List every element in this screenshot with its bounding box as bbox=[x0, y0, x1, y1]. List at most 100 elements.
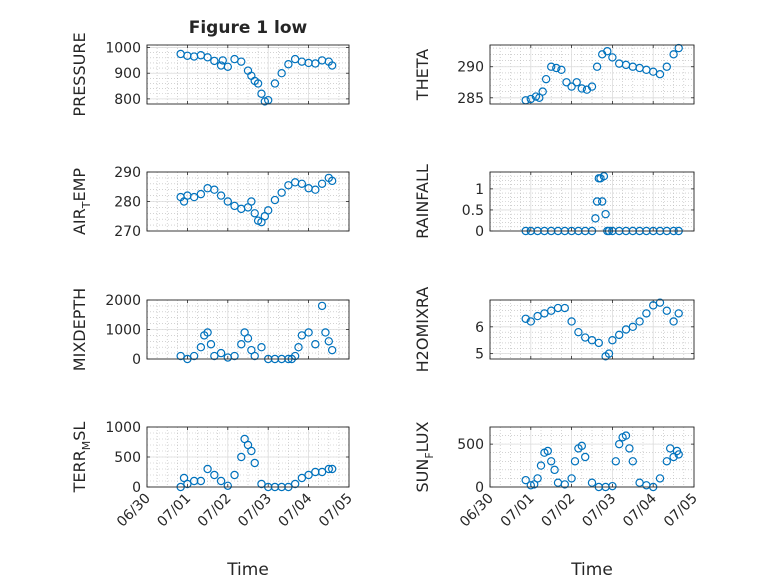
data-point bbox=[250, 209, 259, 218]
y-tick-label: 290 bbox=[457, 60, 484, 76]
data-point bbox=[615, 330, 624, 340]
data-point bbox=[230, 351, 239, 361]
data-point bbox=[543, 446, 553, 456]
data-point bbox=[567, 474, 576, 483]
data-point bbox=[223, 197, 232, 206]
y-tick-label: 1000 bbox=[105, 41, 141, 57]
figure-title: Figure 1 low bbox=[189, 18, 308, 38]
data-point bbox=[250, 458, 259, 468]
data-point bbox=[189, 351, 199, 361]
y-axis-label: RAINFALL bbox=[413, 164, 432, 239]
x-tick-label: 07/02 bbox=[195, 491, 235, 531]
data-point bbox=[601, 209, 610, 219]
data-point bbox=[674, 309, 683, 318]
y-tick-label: 0 bbox=[132, 352, 141, 368]
x-tick-label: 07/04 bbox=[620, 490, 660, 530]
data-point bbox=[210, 351, 219, 361]
data-point bbox=[536, 461, 546, 470]
data-point bbox=[324, 464, 333, 474]
data-point bbox=[284, 60, 293, 69]
data-point bbox=[290, 351, 300, 361]
data-point bbox=[591, 214, 600, 223]
axes-box bbox=[146, 44, 350, 105]
y-tick-label: 5 bbox=[475, 347, 484, 363]
y-tick-label: 900 bbox=[114, 66, 141, 82]
data-point bbox=[547, 62, 556, 71]
data-point bbox=[621, 431, 631, 440]
data-point bbox=[604, 349, 614, 358]
data-point bbox=[608, 481, 617, 491]
data-point bbox=[317, 179, 327, 188]
data-point bbox=[625, 444, 634, 453]
y-axis-label: PRESSURE bbox=[70, 32, 89, 116]
data-point bbox=[635, 317, 644, 326]
data-point bbox=[628, 322, 638, 332]
data-point bbox=[311, 185, 320, 194]
y-axis-label: THETA bbox=[413, 49, 432, 101]
data-point bbox=[317, 301, 327, 311]
y-axis-label: TERRMSL bbox=[70, 422, 93, 494]
y-tick-label: 270 bbox=[114, 224, 141, 240]
data-point bbox=[587, 82, 597, 91]
data-point bbox=[216, 191, 226, 200]
axes-box bbox=[489, 171, 695, 232]
data-point bbox=[237, 340, 246, 349]
y-tick-label: 1 bbox=[475, 182, 484, 198]
data-point bbox=[189, 192, 199, 202]
data-point bbox=[642, 309, 651, 318]
data-point bbox=[662, 306, 672, 315]
subplot-terr_msl: 0 500 1000 06/30 07/01 07/02 07/03 07/04 07/05 TE… bbox=[70, 420, 356, 580]
data-point bbox=[223, 481, 232, 490]
data-point bbox=[560, 480, 570, 489]
y-tick-label: 0 bbox=[475, 224, 484, 240]
x-tick-label: 07/05 bbox=[316, 491, 356, 531]
data-point bbox=[277, 69, 286, 78]
data-point bbox=[581, 452, 590, 462]
data-point bbox=[247, 446, 256, 456]
y-tick-label: 2000 bbox=[105, 293, 141, 309]
data-point bbox=[628, 457, 638, 466]
data-point bbox=[557, 65, 566, 75]
data-point bbox=[311, 59, 320, 68]
x-tick-label: 07/02 bbox=[539, 491, 579, 531]
data-point bbox=[196, 189, 206, 199]
data-point bbox=[203, 328, 212, 337]
data-point bbox=[538, 87, 547, 96]
y-tick-label: 280 bbox=[114, 195, 141, 211]
data-point bbox=[304, 470, 313, 480]
subplot-pressure: 800 900 1000 PRESSURE Figure 1 low bbox=[70, 18, 350, 117]
data-point bbox=[257, 343, 266, 352]
y-tick-label: 0 bbox=[475, 480, 484, 496]
data-point bbox=[526, 94, 536, 104]
axes-box bbox=[146, 426, 350, 488]
axes-box bbox=[146, 299, 350, 360]
data-point bbox=[257, 479, 266, 489]
data-point bbox=[250, 351, 259, 361]
subplot-sun_flux: 0 500 06/30 07/01 07/02 07/03 07/04 07/05 SUNFLU… bbox=[413, 421, 701, 580]
data-point bbox=[297, 473, 307, 483]
axes-box bbox=[489, 426, 695, 488]
y-tick-label: 500 bbox=[114, 450, 141, 466]
data-point bbox=[608, 53, 617, 62]
subplot-h2omixra: 5 6 H2OMIXRA bbox=[413, 287, 695, 372]
data-point bbox=[535, 93, 544, 102]
data-point bbox=[183, 479, 192, 489]
data-point bbox=[327, 464, 337, 474]
y-tick-label: 1000 bbox=[105, 323, 141, 339]
data-point bbox=[594, 338, 604, 348]
data-point bbox=[562, 78, 571, 87]
data-point bbox=[669, 317, 678, 326]
data-point bbox=[547, 457, 556, 466]
data-point bbox=[294, 343, 303, 352]
subplot-rainfall: 0 0.5 1 RAINFALL bbox=[413, 164, 695, 240]
data-point bbox=[223, 62, 232, 72]
data-point bbox=[662, 62, 672, 71]
subplot-air_temp: 270 280 290 AIRTEMP bbox=[70, 165, 350, 240]
data-point bbox=[572, 78, 581, 87]
x-tick-label: 07/05 bbox=[661, 491, 701, 531]
data-point bbox=[567, 82, 576, 91]
data-point bbox=[327, 176, 337, 186]
data-point bbox=[247, 197, 256, 206]
y-tick-label: 285 bbox=[457, 91, 484, 107]
